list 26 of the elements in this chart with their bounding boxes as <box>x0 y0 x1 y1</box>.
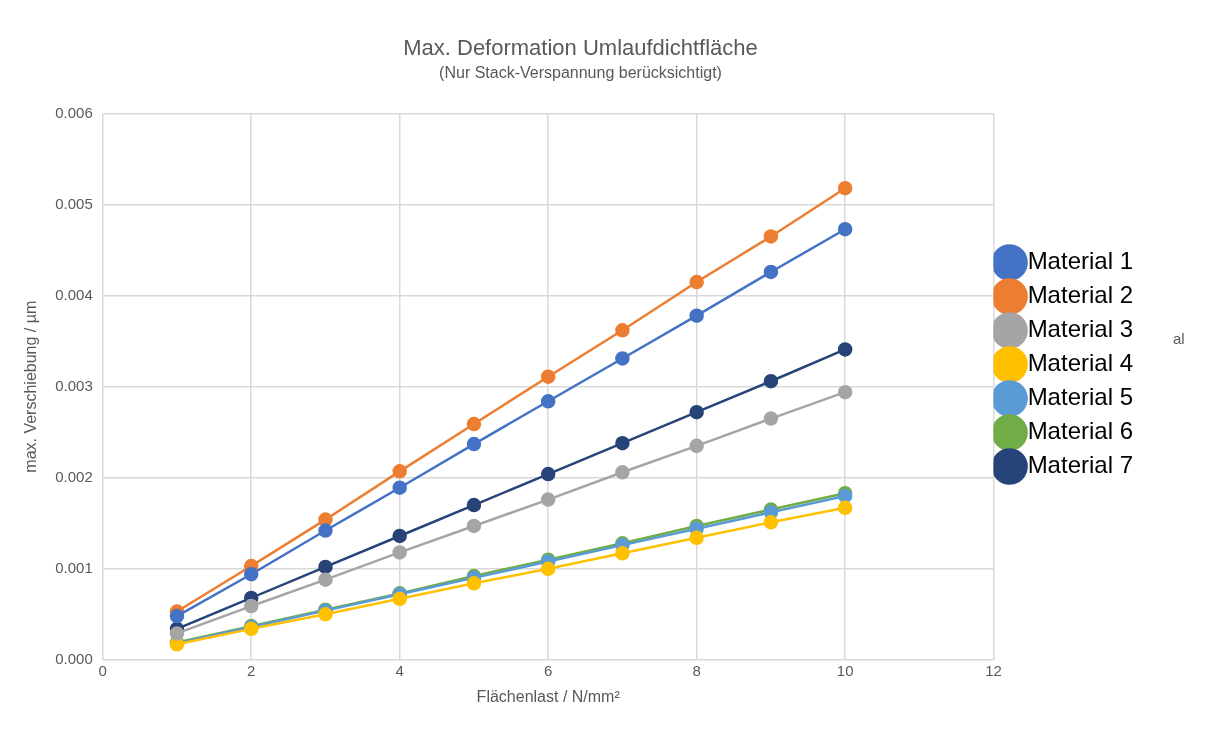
y-tick-label: 0.004 <box>55 285 93 303</box>
legend-label: Material 2 <box>1027 281 1133 309</box>
x-tick-label: 2 <box>247 661 256 679</box>
y-axis-title: max. Verschiebung / µm <box>22 300 40 473</box>
y-tick-label: 0.006 <box>55 103 93 121</box>
x-tick-label: 12 <box>985 661 1002 679</box>
y-tick-label: 0.000 <box>55 649 93 667</box>
legend-label: Material 7 <box>1027 451 1133 479</box>
y-tick-label: 0.003 <box>55 376 93 394</box>
x-tick-label: 0 <box>98 661 107 679</box>
legend-label: Material 5 <box>1027 383 1133 411</box>
x-tick-label: 4 <box>395 661 404 679</box>
y-tick-label: 0.001 <box>55 558 93 576</box>
x-axis-title: Flächenlast / N/mm² <box>476 687 621 705</box>
legend-label: Material 4 <box>1027 349 1133 377</box>
legend-label: Material 3 <box>1027 315 1133 343</box>
y-tick-label: 0.002 <box>55 467 93 485</box>
chart-subtitle: (Nur Stack-Verspannung berücksichtigt) <box>439 64 722 82</box>
legend-label: Material 1 <box>1027 247 1133 275</box>
x-tick-label: 8 <box>692 661 701 679</box>
y-tick-label: 0.005 <box>55 194 93 212</box>
x-tick-label: 10 <box>836 661 854 679</box>
text: al <box>1173 330 1185 348</box>
chart-title: Max. Deformation Umlaufdichtfläche <box>403 35 758 61</box>
legend-label: Material 6 <box>1027 417 1133 445</box>
x-tick-label: 6 <box>544 661 553 679</box>
